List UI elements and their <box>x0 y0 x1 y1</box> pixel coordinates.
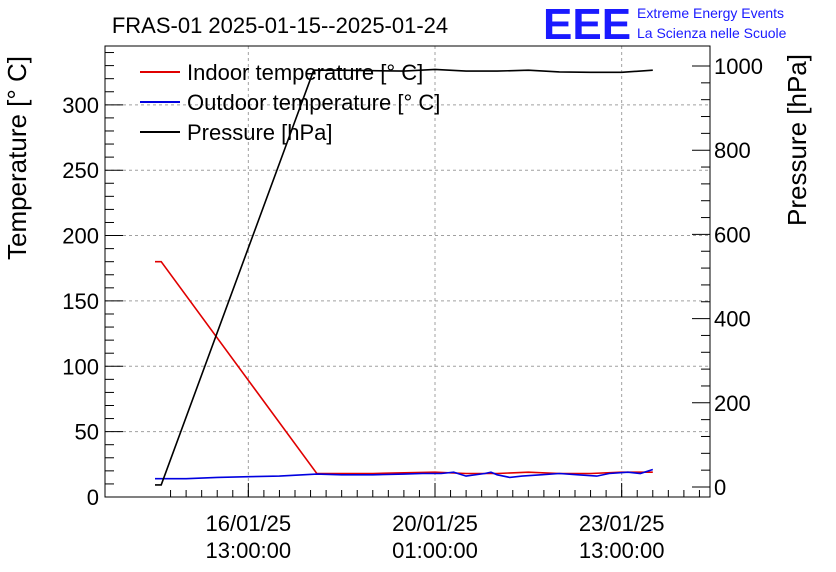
x-tick-label-time-0: 13:00:00 <box>206 538 292 563</box>
y-tick-label-5: 250 <box>62 158 99 183</box>
axes: 0 50 100 150 200 250 300 0 200 400 600 800 1000 16/01… <box>62 45 763 563</box>
legend: Indoor temperature [° C] Outdoor temperat… <box>140 60 440 145</box>
y2-tick-label-0: 0 <box>714 475 726 500</box>
y2-tick-label-1: 200 <box>714 391 751 416</box>
y2-axis-label: Pressure [hPa] <box>782 54 812 226</box>
logo-line-1: Extreme Energy Events <box>637 5 784 21</box>
y-tick-label-6: 300 <box>62 93 99 118</box>
x-tick-label-time-2: 13:00:00 <box>579 538 665 563</box>
eee-logo: EEE Extreme Energy Events La Scienza nel… <box>543 0 787 49</box>
legend-label-1: Outdoor temperature [° C] <box>187 90 440 115</box>
y2-tick-label-5: 1000 <box>714 54 763 79</box>
series-lines <box>155 68 654 486</box>
series-line-2 <box>155 68 653 486</box>
x-tick-label-date-0: 16/01/25 <box>206 511 292 536</box>
y-tick-label-0: 0 <box>87 485 99 510</box>
x-tick-label-date-1: 20/01/25 <box>392 511 478 536</box>
legend-label-2: Pressure [hPa] <box>187 120 333 145</box>
y2-tick-label-4: 800 <box>714 138 751 163</box>
plot-frame <box>104 45 711 498</box>
grid <box>105 46 710 497</box>
legend-label-0: Indoor temperature [° C] <box>187 60 423 85</box>
x-tick-label-date-2: 23/01/25 <box>579 511 665 536</box>
chart-title: FRAS-01 2025-01-15--2025-01-24 <box>112 13 448 38</box>
y-tick-label-1: 50 <box>75 420 99 445</box>
y-axis-label: Temperature [° C] <box>2 56 32 260</box>
y2-tick-label-3: 600 <box>714 222 751 247</box>
y2-tick-label-2: 400 <box>714 307 751 332</box>
eee-logo-mark: EEE <box>543 0 631 49</box>
x-tick-label-time-1: 01:00:00 <box>392 538 478 563</box>
logo-line-2: La Scienza nelle Scuole <box>637 25 787 41</box>
y-tick-label-4: 200 <box>62 224 99 249</box>
series-line-1 <box>155 468 654 480</box>
y-tick-label-3: 150 <box>62 289 99 314</box>
y-tick-label-2: 100 <box>62 354 99 379</box>
